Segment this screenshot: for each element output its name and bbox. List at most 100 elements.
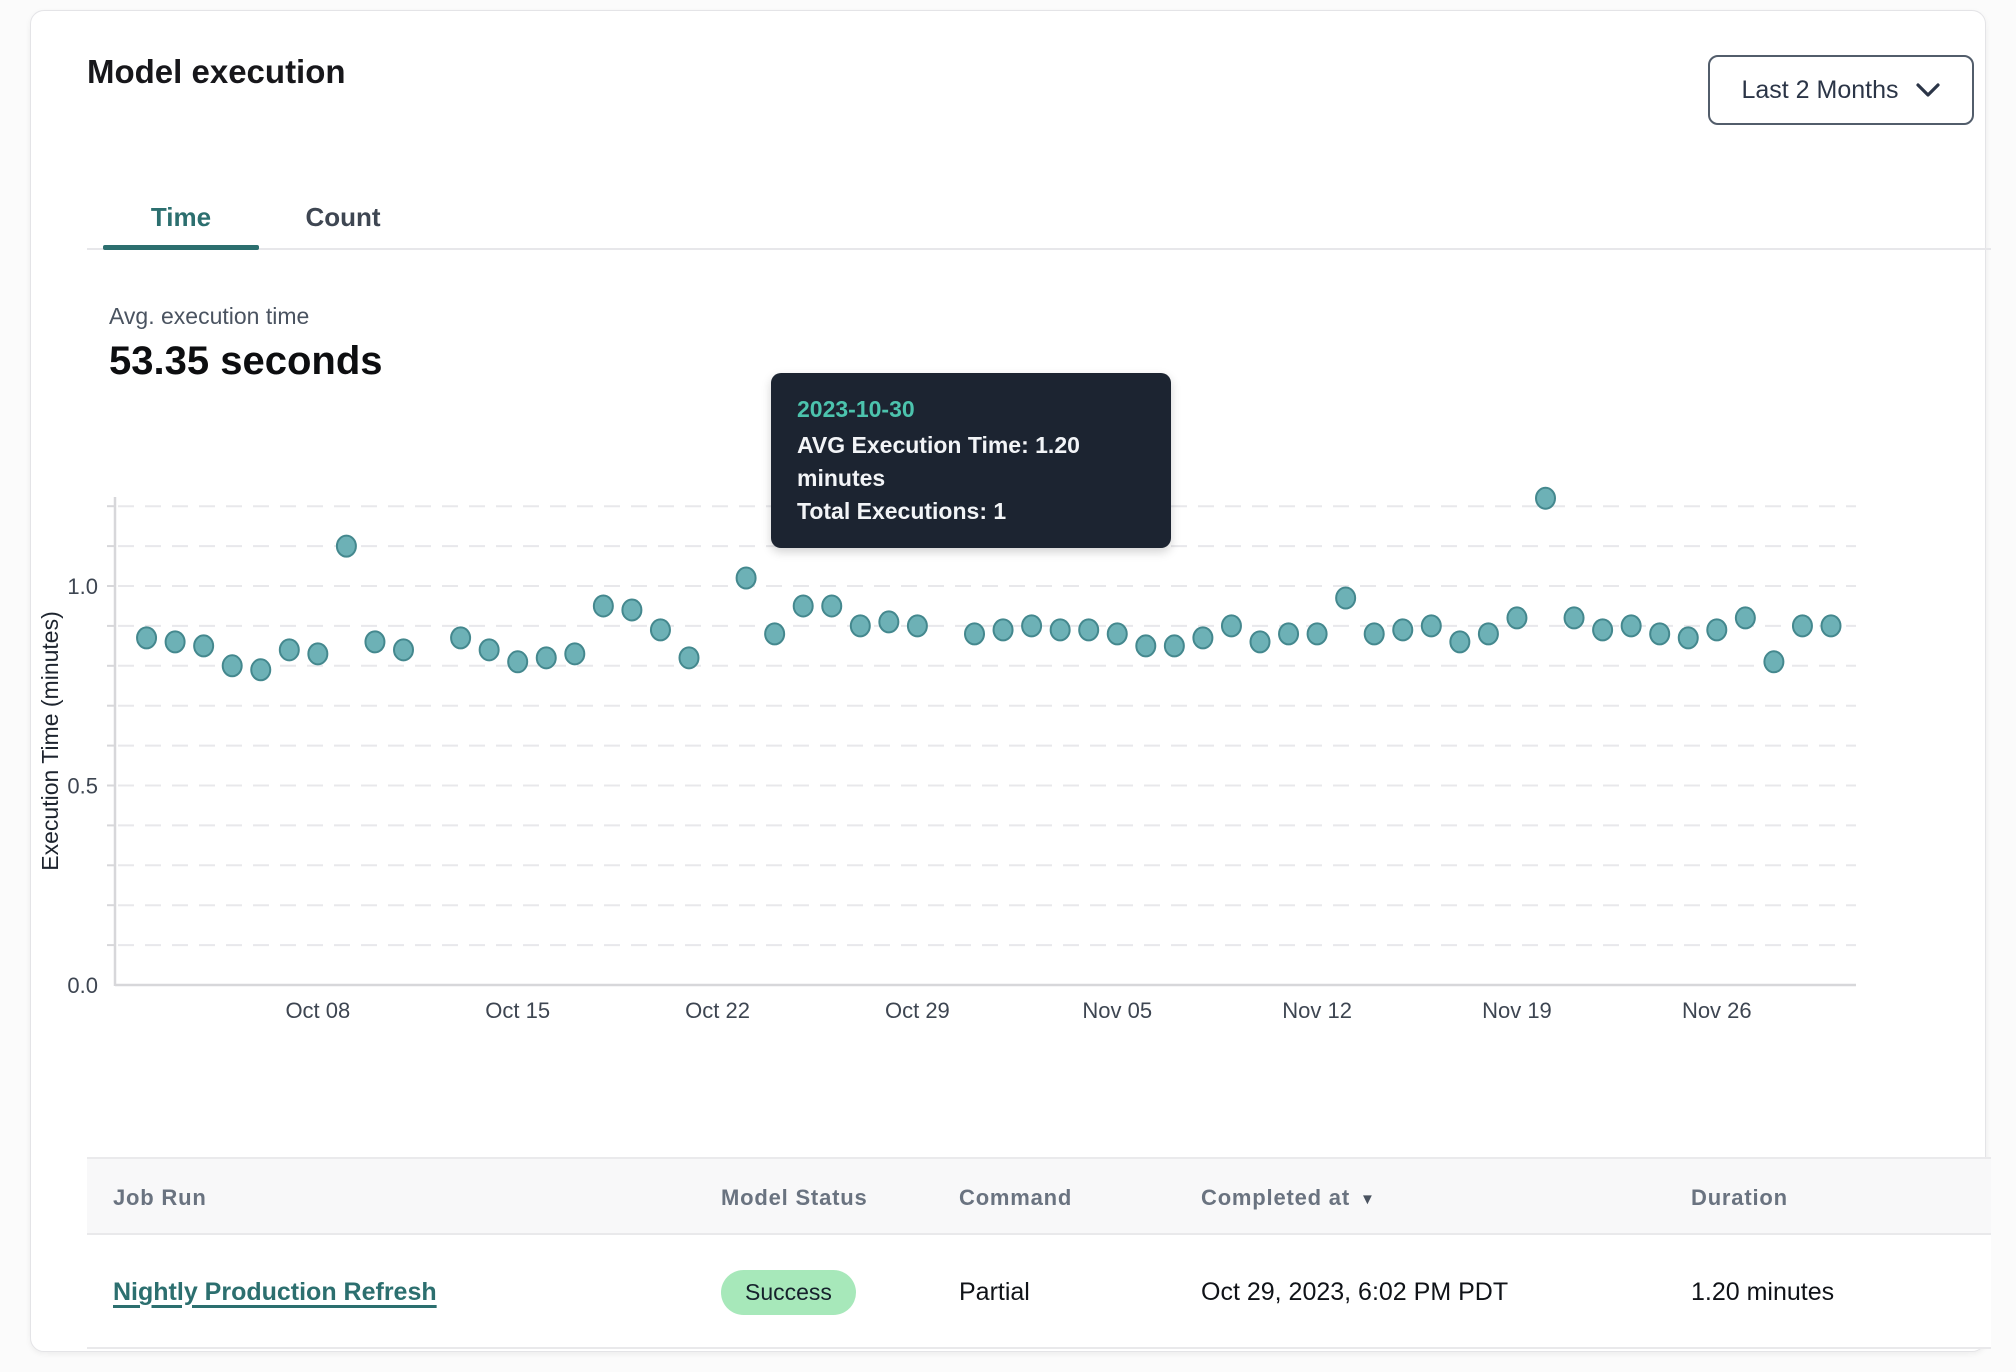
- avg-execution-time-label: Avg. execution time: [109, 303, 310, 329]
- data-point[interactable]: [992, 618, 1014, 642]
- data-point[interactable]: [450, 626, 472, 650]
- data-point[interactable]: [1477, 622, 1499, 646]
- tooltip-date: 2023-10-30: [797, 396, 915, 422]
- data-point[interactable]: [564, 642, 586, 666]
- job-run-cell: Nightly Production Refresh: [113, 1235, 437, 1349]
- data-point[interactable]: [1249, 630, 1271, 654]
- completed-at-cell: Oct 29, 2023, 6:02 PM PDT: [1201, 1277, 1509, 1306]
- data-point[interactable]: [1220, 614, 1242, 638]
- data-point[interactable]: [1106, 622, 1128, 646]
- data-point[interactable]: [1592, 618, 1614, 642]
- data-point[interactable]: [1649, 622, 1671, 646]
- data-point[interactable]: [1506, 606, 1528, 630]
- data-point[interactable]: [1449, 630, 1471, 654]
- data-point[interactable]: [1734, 606, 1756, 630]
- y-axis-title: Execution Time (minutes): [37, 611, 63, 870]
- table-header-row: Job Run Model Status Command Completed a…: [87, 1157, 1991, 1235]
- data-point[interactable]: [478, 638, 500, 662]
- column-header-command[interactable]: Command: [959, 1185, 1073, 1210]
- x-tick-label: Oct 29: [885, 998, 950, 1023]
- data-point[interactable]: [1820, 614, 1842, 638]
- x-tick-label: Nov 12: [1282, 998, 1352, 1023]
- data-point[interactable]: [1363, 622, 1385, 646]
- data-point[interactable]: [764, 622, 786, 646]
- data-point[interactable]: [1163, 634, 1185, 658]
- data-point[interactable]: [364, 630, 386, 654]
- column-header-model-status[interactable]: Model Status: [721, 1185, 868, 1210]
- date-range-label: Last 2 Months: [1741, 75, 1899, 104]
- data-point[interactable]: [1278, 622, 1300, 646]
- x-tick-label: Oct 15: [485, 998, 550, 1023]
- data-point[interactable]: [964, 622, 985, 646]
- data-point[interactable]: [621, 598, 643, 622]
- column-header-completed-at[interactable]: Completed at ▼: [1201, 1159, 1376, 1237]
- data-point[interactable]: [592, 594, 614, 618]
- column-header-completed-at-label: Completed at: [1201, 1185, 1350, 1210]
- data-point[interactable]: [678, 646, 700, 670]
- data-point[interactable]: [1563, 606, 1585, 630]
- data-point[interactable]: [1078, 618, 1100, 642]
- data-point[interactable]: [193, 634, 215, 658]
- data-point[interactable]: [164, 630, 186, 654]
- tooltip-total-executions-line: Total Executions: 1: [797, 498, 1007, 524]
- data-point[interactable]: [307, 642, 329, 666]
- model-execution-card: Model execution Last 2 Months Time Count…: [30, 10, 1991, 1352]
- job-runs-table: Job Run Model Status Command Completed a…: [87, 1157, 1991, 1349]
- data-point[interactable]: [649, 618, 671, 642]
- data-point[interactable]: [1335, 586, 1357, 610]
- active-tab-underline: [103, 245, 259, 250]
- column-header-job-run[interactable]: Job Run: [113, 1185, 207, 1210]
- data-point[interactable]: [1620, 614, 1642, 638]
- data-point[interactable]: [906, 614, 928, 638]
- data-point[interactable]: [335, 534, 357, 558]
- data-point[interactable]: [1706, 618, 1728, 642]
- data-point[interactable]: [1192, 626, 1214, 650]
- data-point[interactable]: [1677, 626, 1699, 650]
- y-tick-label: 0.0: [67, 973, 98, 998]
- data-point[interactable]: [878, 610, 900, 634]
- data-point[interactable]: [278, 638, 300, 662]
- data-point[interactable]: [735, 566, 757, 590]
- data-point[interactable]: [1420, 614, 1442, 638]
- duration-cell: 1.20 minutes: [1691, 1277, 1835, 1306]
- page-title: Model execution: [87, 53, 346, 90]
- data-point[interactable]: [1021, 614, 1043, 638]
- data-point[interactable]: [1306, 622, 1328, 646]
- data-point[interactable]: [1135, 634, 1157, 658]
- job-run-link[interactable]: Nightly Production Refresh: [113, 1277, 437, 1306]
- data-point[interactable]: [792, 594, 814, 618]
- tab-count[interactable]: Count: [305, 201, 381, 232]
- tooltip-avg-execution-line: AVG Execution Time: 1.20 minutes: [797, 432, 1080, 491]
- data-point[interactable]: [821, 594, 843, 618]
- y-tick-label: 1.0: [67, 574, 98, 599]
- data-point[interactable]: [849, 614, 871, 638]
- data-point[interactable]: [1763, 650, 1785, 674]
- data-point[interactable]: [393, 638, 414, 662]
- chart-tooltip: 2023-10-30 AVG Execution Time: 1.20 minu…: [771, 373, 1171, 548]
- column-header-duration[interactable]: Duration: [1691, 1185, 1788, 1210]
- y-tick-label: 0.5: [67, 774, 98, 799]
- model-status-cell: Success: [721, 1235, 856, 1349]
- tabs-divider: [87, 248, 1991, 250]
- x-tick-label: Oct 22: [685, 998, 750, 1023]
- status-badge: Success: [721, 1269, 856, 1315]
- data-point[interactable]: [1392, 618, 1414, 642]
- x-tick-label: Oct 08: [285, 998, 350, 1023]
- x-tick-label: Nov 19: [1482, 998, 1552, 1023]
- data-point[interactable]: [136, 626, 158, 650]
- tab-time[interactable]: Time: [150, 201, 212, 232]
- data-point[interactable]: [1535, 486, 1556, 510]
- data-point[interactable]: [1791, 614, 1813, 638]
- data-point[interactable]: [1049, 618, 1071, 642]
- avg-execution-time-value: 53.35 seconds: [109, 339, 383, 383]
- data-point[interactable]: [250, 658, 272, 682]
- command-cell: Partial: [959, 1277, 1030, 1306]
- data-point[interactable]: [221, 654, 243, 678]
- chevron-down-icon: [1915, 83, 1940, 97]
- data-point[interactable]: [535, 646, 557, 670]
- date-range-selector[interactable]: Last 2 Months: [1708, 55, 1974, 125]
- execution-time-scatter-chart: 0.0 0.5 1.0 Oct 08 Oct 15 Oct 22 Oct 29 Nov 05 N…: [37, 486, 1856, 1023]
- data-point[interactable]: [507, 650, 529, 674]
- x-tick-label: Nov 05: [1082, 998, 1152, 1023]
